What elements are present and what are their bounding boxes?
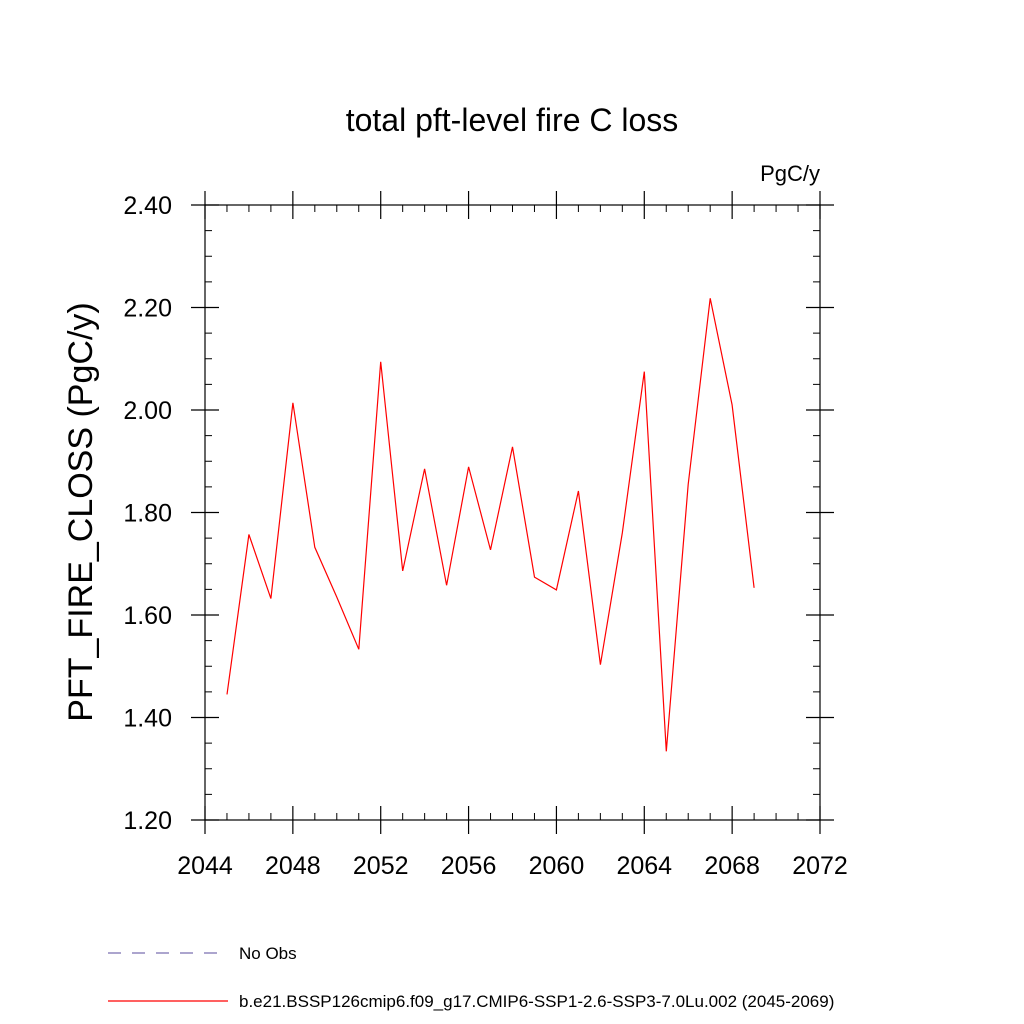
chart-title: total pft-level fire C loss xyxy=(346,102,679,138)
x-tick-label: 2068 xyxy=(704,852,760,880)
y-tick-labels: 1.20 1.40 1.60 1.80 2.00 2.20 2.40 xyxy=(123,192,172,835)
series-line-0 xyxy=(226,298,755,752)
y-tick-label: 1.40 xyxy=(123,705,172,733)
y-tick-label: 2.40 xyxy=(123,192,172,220)
y-tick-label: 1.20 xyxy=(123,807,172,835)
y-axis-label: PFT_FIRE_CLOSS (PgC/y) xyxy=(62,302,100,721)
x-tick-labels: 2044 2048 2052 2056 2060 2064 2068 2072 xyxy=(177,852,848,880)
x-tick-label: 2044 xyxy=(177,852,233,880)
y-tick-label: 1.80 xyxy=(123,500,172,528)
legend-label-no-obs: No Obs xyxy=(239,944,297,963)
x-tick-label: 2060 xyxy=(529,852,585,880)
axis-ticks xyxy=(191,191,834,834)
y-tick-label: 2.00 xyxy=(123,397,172,425)
x-tick-label: 2064 xyxy=(616,852,672,880)
legend-label-model: b.e21.BSSP126cmip6.f09_g17.CMIP6-SSP1-2.… xyxy=(239,992,834,1011)
units-label: PgC/y xyxy=(760,161,820,186)
x-tick-label: 2056 xyxy=(441,852,497,880)
y-tick-label: 2.20 xyxy=(123,295,172,323)
y-tick-label: 1.60 xyxy=(123,602,172,630)
series-group xyxy=(226,298,755,752)
x-tick-label: 2048 xyxy=(265,852,321,880)
plot-frame xyxy=(204,204,821,821)
x-tick-label: 2052 xyxy=(353,852,409,880)
x-tick-label: 2072 xyxy=(792,852,848,880)
